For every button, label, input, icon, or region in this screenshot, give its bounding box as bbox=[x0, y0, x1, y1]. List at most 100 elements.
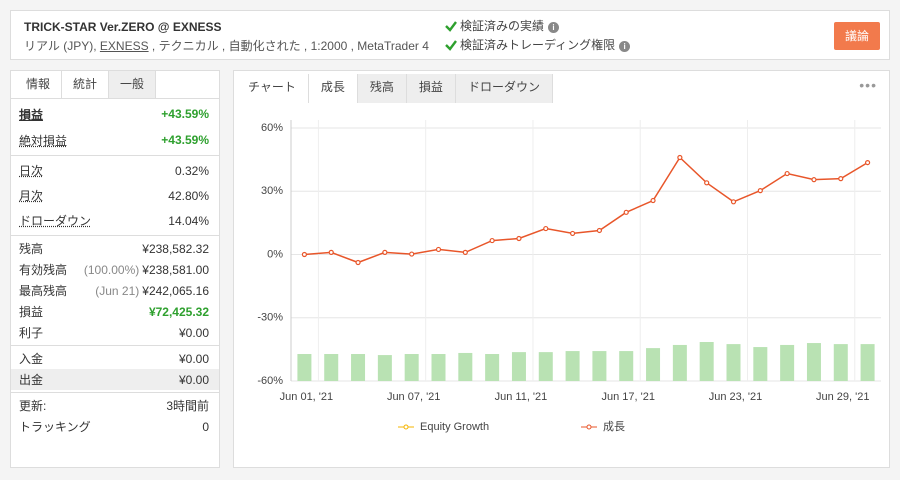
stat-value: ¥0.00 bbox=[178, 325, 209, 340]
bar bbox=[672, 344, 687, 381]
bar bbox=[485, 354, 500, 381]
point bbox=[355, 259, 361, 266]
point bbox=[489, 237, 495, 244]
menu[interactable]: ••• bbox=[859, 77, 877, 93]
tab[interactable]: ドローダウン bbox=[455, 74, 553, 103]
stat-label: 最高残高 bbox=[19, 284, 68, 298]
point bbox=[677, 154, 683, 161]
stats-row: 更新: 3時間前 bbox=[11, 395, 219, 416]
check-text: 検証済みトレーディング権限 bbox=[460, 38, 616, 52]
stat-value: +43.59% bbox=[161, 133, 209, 147]
tab[interactable]: 損益 bbox=[406, 74, 456, 103]
stat-label: 月次 bbox=[19, 189, 44, 203]
legend-swatch bbox=[403, 424, 409, 430]
stats-group: 入金 ¥0.00 出金 ¥0.00 bbox=[11, 346, 219, 393]
stat-value-wrap: +43.59% bbox=[161, 107, 209, 121]
point bbox=[757, 188, 763, 194]
stat-value: 14.04% bbox=[168, 213, 209, 228]
stat-value-wrap: ¥0.00 bbox=[179, 326, 209, 340]
bar bbox=[538, 352, 553, 381]
point bbox=[409, 251, 415, 257]
text: , テクニカル , 自動化された , 1:2000 , MetaTrader 4 bbox=[148, 39, 429, 53]
y-tick-label: -30% bbox=[257, 312, 283, 324]
bar bbox=[351, 354, 366, 381]
stat-note: (Jun 21) bbox=[95, 283, 140, 298]
stat-value: ¥238,582.32 bbox=[142, 241, 209, 256]
legend-swatch bbox=[586, 424, 592, 430]
bar bbox=[699, 341, 714, 381]
stat-label: トラッキング bbox=[19, 420, 91, 434]
x-tick-label: Jun 17, '21 bbox=[601, 391, 654, 403]
stat-value-wrap: 3時間前 bbox=[166, 397, 209, 414]
stats-group: 更新: 3時間前トラッキング 0 bbox=[11, 393, 219, 439]
bar bbox=[431, 354, 446, 381]
bar bbox=[511, 352, 526, 381]
tab[interactable]: 一般 bbox=[109, 71, 157, 98]
tab-bar: チャート 成長 残高 損益 ドローダウン bbox=[234, 71, 889, 103]
stats-row: 利子 ¥0.00 bbox=[11, 322, 219, 343]
bar bbox=[297, 354, 312, 381]
check-icon bbox=[445, 40, 457, 51]
stat-value-wrap: 14.04% bbox=[168, 214, 209, 228]
bar bbox=[592, 351, 607, 381]
stats-row: 損益 ¥72,425.32 bbox=[11, 301, 219, 322]
bar bbox=[458, 352, 473, 381]
stat-label: 残高 bbox=[19, 242, 44, 256]
tab[interactable]: チャート bbox=[236, 74, 309, 103]
stat-value-wrap: ¥72,425.32 bbox=[149, 305, 209, 319]
stats-row: 最高残高 (Jun 21) ¥242,065.16 bbox=[11, 280, 219, 301]
stat-value-wrap: ¥238,582.32 bbox=[142, 242, 209, 256]
stats-row: 損益 +43.59% bbox=[11, 101, 219, 127]
bar bbox=[780, 344, 795, 381]
stats-group: 損益 +43.59% 絶対損益 +43.59% bbox=[11, 99, 219, 156]
subtitle: リアル (JPY), EXNESS , テクニカル , 自動化された , 1:2… bbox=[24, 37, 429, 54]
stat-value-wrap: 42.80% bbox=[168, 189, 209, 203]
stat-value: 0 bbox=[202, 419, 209, 434]
check: 検証済みトレーディング権限 i bbox=[445, 36, 631, 53]
bar bbox=[860, 344, 875, 381]
stats-list: 損益 +43.59% 絶対損益 +43.59% 日次 0.32% 月次 42.80% ドローダウ… bbox=[11, 99, 219, 439]
point bbox=[516, 235, 522, 242]
header: TRICK-STAR Ver.ZERO @ EXNESS リアル (JPY), … bbox=[10, 10, 890, 60]
tab[interactable]: 成長 bbox=[308, 74, 358, 103]
stats-row: ドローダウン 14.04% bbox=[11, 208, 219, 233]
tab-bar: 情報 統計 一般 bbox=[11, 71, 219, 99]
stats-row: 日次 0.32% bbox=[11, 158, 219, 183]
info-icon[interactable]: i bbox=[619, 41, 631, 52]
point bbox=[435, 246, 442, 253]
stats-row: 入金 ¥0.00 bbox=[11, 348, 219, 369]
x-tick-label: Jun 01, '21 bbox=[280, 391, 333, 403]
text: リアル (JPY), bbox=[24, 39, 100, 53]
stats-row: 残高 ¥238,582.32 bbox=[11, 238, 219, 259]
stat-label: 損益 bbox=[19, 305, 44, 319]
tab[interactable]: 統計 bbox=[62, 71, 110, 98]
point bbox=[811, 177, 817, 183]
stats-row: 月次 42.80% bbox=[11, 183, 219, 208]
stats-row: 有効残高 (100.00%) ¥238,581.00 bbox=[11, 259, 219, 280]
stat-value-wrap: ¥0.00 bbox=[179, 373, 209, 387]
stat-label: 損益 bbox=[19, 107, 44, 122]
stats-row: 出金 ¥0.00 bbox=[11, 369, 219, 390]
discuss-button[interactable]: 議論 bbox=[834, 22, 880, 50]
bar bbox=[833, 344, 848, 381]
bar bbox=[753, 347, 768, 381]
stats-panel: 情報 統計 一般 損益 +43.59% 絶対損益 +43.59% 日次 0.32% 月次 42.8… bbox=[10, 70, 220, 468]
stat-value: +43.59% bbox=[161, 107, 209, 121]
tab[interactable]: 情報 bbox=[15, 71, 63, 98]
stats-group: 残高 ¥238,582.32 有効残高 (100.00%) ¥238,581.00 最高残… bbox=[11, 236, 219, 346]
info-icon[interactable]: i bbox=[548, 22, 560, 33]
stat-label: 出金 bbox=[19, 373, 44, 387]
point bbox=[328, 249, 334, 255]
link[interactable]: EXNESS bbox=[99, 39, 149, 53]
bar bbox=[646, 348, 661, 381]
stat-value: ¥238,581.00 bbox=[142, 262, 209, 277]
stat-value: 42.80% bbox=[168, 188, 209, 203]
stat-label: 日次 bbox=[19, 164, 44, 178]
stat-value: 0.32% bbox=[174, 163, 209, 178]
x-tick-label: Jun 11, '21 bbox=[495, 391, 548, 403]
bar bbox=[726, 344, 741, 381]
y-tick-label: 30% bbox=[261, 185, 283, 197]
stat-label: 更新: bbox=[19, 399, 47, 413]
bar bbox=[404, 354, 419, 381]
tab[interactable]: 残高 bbox=[357, 74, 407, 103]
